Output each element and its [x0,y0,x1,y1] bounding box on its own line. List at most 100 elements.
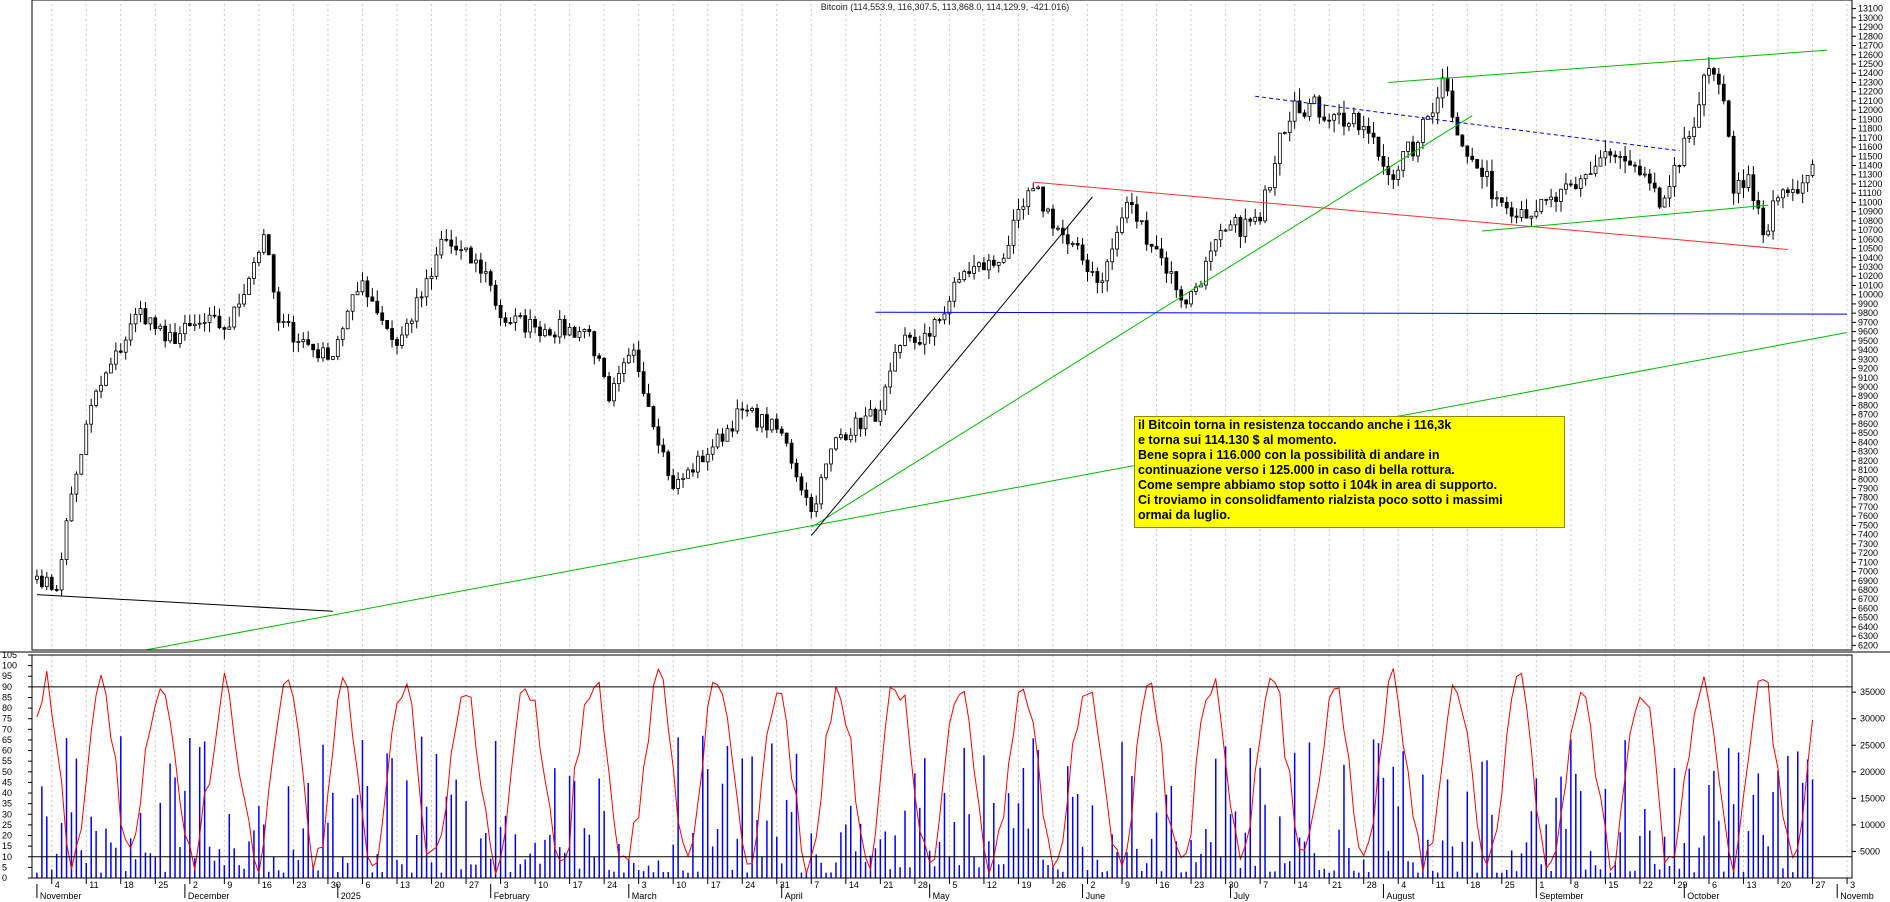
candle-body [779,428,784,434]
x-tick-label: 1 [1539,880,1544,890]
candle-body [64,520,69,561]
candle-body [917,341,922,345]
candle-body [350,294,355,312]
oscillator-tick-label: 75 [2,714,12,724]
candle-body [1554,196,1558,202]
candle-body [1588,173,1593,176]
oscillator-tick-label: 45 [2,777,12,787]
y-tick-label: 10300 [1858,262,1883,272]
y-tick-label: 10000 [1858,290,1883,300]
candle-body [449,239,454,247]
y-tick-label: 12000 [1858,105,1883,115]
y-tick-label: 13000 [1858,13,1883,23]
month-label: May [933,891,951,901]
candle-body [1751,174,1756,202]
x-tick-label: 24 [607,880,617,890]
oscillator-tick-label: 50 [2,767,12,777]
candle-body [1712,68,1716,75]
x-tick-label: 30 [331,880,341,890]
oscillator-tick-label: 25 [2,820,12,830]
candle-body [681,477,685,480]
y-tick-label: 9200 [1858,364,1878,374]
x-tick-label: 28 [1367,880,1377,890]
oscillator-tick-label: 5 [2,862,7,872]
candle-body [1095,271,1100,283]
candle-body [1317,96,1322,118]
candle-body [1164,257,1169,274]
candle-body [1282,132,1287,134]
oscillator-tick-label: 20 [2,831,12,841]
candle-body [1154,245,1159,250]
annotation-line-4: continuazione verso i 125.000 in caso di… [1138,463,1455,477]
y-tick-label: 12700 [1858,41,1883,51]
candle-body [1795,189,1800,194]
candle-body [1559,188,1563,202]
candle-body [340,328,345,340]
candle-body [1425,115,1430,120]
candle-body [395,339,399,346]
candle-body [986,259,991,271]
y-tick-label: 7400 [1858,530,1878,540]
month-label: December [188,891,230,901]
candle-body [765,414,769,431]
candle-body [641,371,646,395]
candle-body [552,334,557,338]
annotation-line-6: Ci troviamo in consolidfamento rialzista… [1138,493,1503,507]
candle-body [1613,154,1618,158]
candle-body [1460,134,1465,147]
volume-tick-label: 5000 [1860,846,1880,856]
annotation-line-3: Bene sopra i 116.000 con la possibilità … [1138,448,1440,462]
candle-body [355,291,360,296]
candle-body [1036,186,1041,189]
candle-body [459,249,463,252]
annotation-line-7: ormai da luglio. [1138,508,1231,522]
candle-body [1203,260,1208,286]
candle-body [1169,271,1174,274]
candle-body [1731,135,1736,194]
y-tick-label: 9000 [1858,382,1878,392]
candle-body [183,322,187,335]
candle-body [1312,96,1317,104]
candle-body [434,254,439,277]
candle-body [952,281,957,302]
candle-body [1475,159,1480,169]
candle-body [133,313,138,325]
candle-body [503,317,508,323]
x-tick-label: 27 [1816,880,1826,890]
candle-body [676,479,681,489]
candle-body [217,315,222,329]
candle-body [257,251,261,263]
candle-body [197,322,202,325]
candle-body [582,328,587,333]
candle-body [972,266,976,274]
candle-body [819,477,824,505]
candle-body [296,341,301,343]
candle-body [873,408,878,422]
candle-body [1647,173,1652,184]
candle-body [839,434,843,439]
candle-body [671,475,676,489]
annotation-line-1: il Bitcoin torna in resistenza toccando … [1138,418,1452,432]
candle-body [932,319,937,337]
candle-body [888,370,893,388]
candle-body [1248,218,1253,222]
x-tick-label: 3 [1850,880,1855,890]
y-tick-label: 9400 [1858,345,1878,355]
candle-body [153,317,158,329]
candle-body [1564,183,1568,190]
y-tick-label: 6400 [1858,622,1878,632]
candle-body [1638,165,1642,176]
candle-body [631,349,636,356]
x-tick-label: 21 [1332,880,1342,890]
candle-body [1692,126,1697,137]
x-tick-label: 22 [1643,880,1653,890]
x-tick-label: 17 [711,880,721,890]
month-label: July [1234,891,1251,901]
candle-body [548,329,552,336]
candle-body [1756,200,1761,209]
x-tick-label: 8 [1574,880,1579,890]
candle-body [730,428,735,432]
candle-body [316,349,320,359]
candle-body [232,306,237,328]
candle-body [1031,188,1036,192]
